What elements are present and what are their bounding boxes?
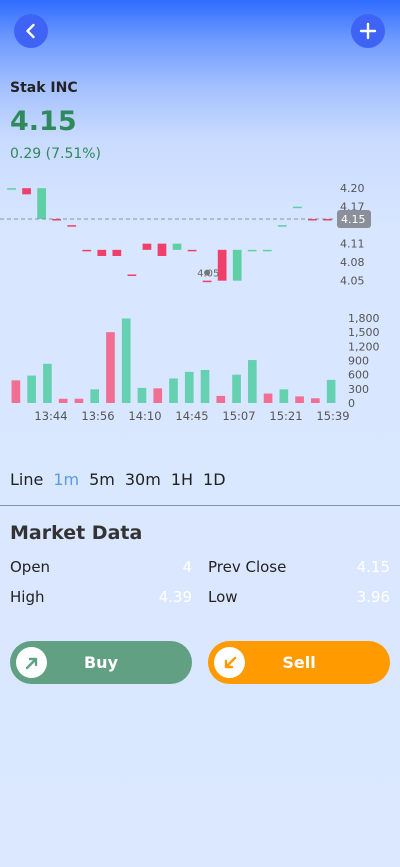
candle	[277, 225, 287, 227]
volume-tick-label: 1,500	[348, 326, 380, 339]
candle	[187, 249, 197, 252]
chevron-left-icon	[26, 23, 35, 39]
price-tick-label: 4.08	[340, 256, 365, 269]
sell-icon-circle	[214, 647, 245, 678]
candle	[22, 188, 31, 195]
divider	[0, 505, 400, 506]
volume-bar	[326, 379, 336, 403]
volume-bar	[169, 378, 178, 403]
candle	[67, 225, 77, 227]
volume-tick-label: 900	[348, 355, 369, 368]
candle	[7, 188, 16, 190]
volume-tick-label: 300	[348, 383, 369, 396]
candle	[172, 243, 182, 250]
candle	[217, 249, 227, 281]
volume-bar	[58, 398, 68, 403]
candle	[127, 274, 137, 276]
volume-bar	[27, 375, 36, 403]
volume-tick-label: 1,800	[348, 312, 380, 325]
x-tick-label: 14:45	[175, 409, 208, 423]
add-button[interactable]	[351, 14, 385, 48]
x-tick-label: 15:21	[269, 409, 302, 423]
candle	[142, 243, 152, 250]
stock-price: 4.15	[10, 106, 77, 137]
candle	[247, 249, 257, 252]
candle	[293, 206, 302, 209]
volume-bar	[232, 374, 241, 403]
x-tick-label: 13:56	[81, 409, 114, 423]
stock-name: Stak INC	[10, 80, 78, 96]
candle	[308, 219, 317, 221]
volume-bar	[263, 393, 273, 403]
volume-bar	[106, 332, 115, 403]
x-tick-label: 15:39	[316, 409, 349, 423]
open-value: 4	[182, 558, 192, 576]
candle	[262, 249, 272, 252]
volume-bar	[137, 387, 147, 403]
period-line[interactable]: Line	[10, 470, 44, 489]
volume-tick-label: 1,200	[348, 340, 380, 353]
market-data-title: Market Data	[10, 522, 143, 544]
back-button[interactable]	[14, 14, 48, 48]
period-selector: Line 1m 5m 30m 1H 1D	[10, 470, 226, 489]
volume-bar	[247, 360, 257, 403]
candle	[82, 249, 92, 252]
volume-bar	[279, 389, 289, 403]
volume-bar	[216, 395, 226, 403]
volume-bar	[90, 389, 100, 403]
volume-tick-label: 0	[348, 397, 355, 410]
low-value: 3.96	[356, 588, 390, 606]
candle	[157, 243, 167, 256]
period-1h[interactable]: 1H	[170, 470, 194, 489]
high-label: High	[10, 588, 45, 606]
plus-icon	[359, 22, 377, 40]
volume-bar	[74, 398, 84, 403]
volume-tick-label: 600	[348, 369, 369, 382]
volume-bar	[184, 371, 194, 403]
current-price-tag	[337, 210, 371, 228]
volume-bar	[311, 398, 320, 403]
arrow-up-right-icon	[25, 657, 37, 669]
sell-label: Sell	[282, 653, 316, 672]
period-30m[interactable]: 30m	[124, 470, 161, 489]
volume-bar	[11, 380, 21, 403]
candle	[112, 249, 122, 256]
prev-close-value: 4.15	[356, 558, 390, 576]
candle	[232, 249, 242, 281]
period-1m[interactable]: 1m	[53, 470, 80, 489]
volume-bar	[43, 363, 52, 403]
arrow-down-left-icon	[224, 656, 236, 668]
candle	[37, 188, 46, 219]
sell-button[interactable]: Sell	[208, 641, 390, 684]
buy-button[interactable]: Buy	[10, 641, 192, 684]
candlestick-chart[interactable]: 4.204.174.114.084.051,8001,5001,20090060…	[0, 170, 400, 430]
volume-bar	[153, 388, 163, 403]
volume-bar	[121, 318, 131, 403]
period-5m[interactable]: 5m	[89, 470, 115, 489]
candle	[52, 219, 62, 221]
x-tick-label: 15:07	[222, 409, 255, 423]
period-1d[interactable]: 1D	[203, 470, 226, 489]
high-value: 4.39	[158, 588, 192, 606]
volume-bar	[295, 396, 304, 403]
price-change: 0.29 (7.51%)	[10, 146, 102, 162]
current-price-tag-label: 4.15	[341, 213, 366, 226]
buy-label: Buy	[83, 653, 118, 672]
x-tick-label: 14:10	[128, 409, 161, 423]
prev-close-label: Prev Close	[208, 558, 287, 576]
candle	[202, 280, 212, 283]
candle	[323, 219, 332, 221]
price-tick-label: 4.20	[340, 182, 365, 195]
buy-icon-circle	[16, 647, 47, 678]
annotation-dot	[204, 269, 211, 276]
volume-bar	[200, 369, 210, 403]
open-label: Open	[10, 558, 51, 576]
low-label: Low	[208, 588, 238, 606]
price-tick-label: 4.05	[340, 275, 365, 288]
price-tick-label: 4.11	[340, 238, 365, 251]
x-tick-label: 13:44	[34, 409, 67, 423]
candle	[97, 249, 107, 256]
